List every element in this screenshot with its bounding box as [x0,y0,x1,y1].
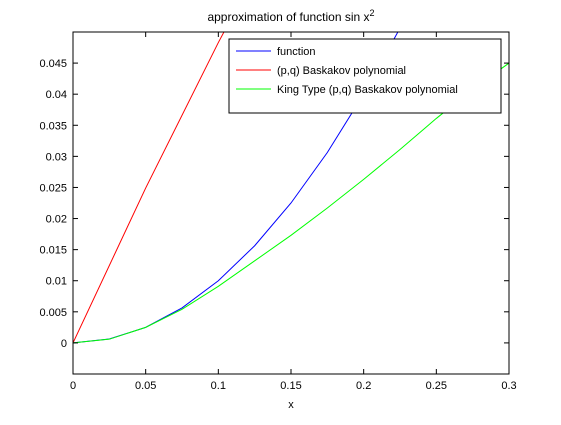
legend-label: King Type (p,q) Baskakov polynomial [277,84,458,96]
y-tick-label: 0.035 [39,120,67,132]
legend: function (p,q) Baskakov polynomial King Ty… [228,38,502,114]
legend-label: (p,q) Baskakov polynomial [277,65,406,77]
y-tick-label: 0.005 [39,307,67,319]
legend-box [228,38,502,114]
y-tick-label: 0.02 [46,214,67,226]
x-tick-label: 0.3 [501,380,516,392]
chart-title-text: approximation of function sin x [207,10,369,24]
chart-title-superscript: 2 [370,8,375,18]
series-line-2 [73,32,225,344]
y-tick-label: 0.045 [39,58,67,70]
axis-ticks: 0 0.05 0.1 0.15 0.2 0.25 0.3 0 0.005 0.01 0.015 0.0… [39,32,517,392]
y-tick-label: 0 [61,338,67,350]
y-tick-label: 0.03 [46,151,67,163]
x-tick-label: 0 [70,380,76,392]
legend-label: function [277,46,316,58]
y-tick-label: 0.015 [39,245,67,257]
x-tick-label: 0.05 [135,380,156,392]
x-tick-label: 0.25 [426,380,447,392]
chart-title: approximation of function sin x2 [207,8,374,24]
y-tick-label: 0.04 [46,89,67,101]
y-tick-label: 0.025 [39,182,67,194]
x-tick-label: 0.1 [211,380,226,392]
series-layer [73,32,509,344]
x-tick-label: 0.2 [356,380,371,392]
x-axis-label: x [288,399,294,411]
series-line-3 [73,62,509,344]
y-tick-label: 0.01 [46,276,67,288]
x-tick-label: 0.15 [280,380,301,392]
